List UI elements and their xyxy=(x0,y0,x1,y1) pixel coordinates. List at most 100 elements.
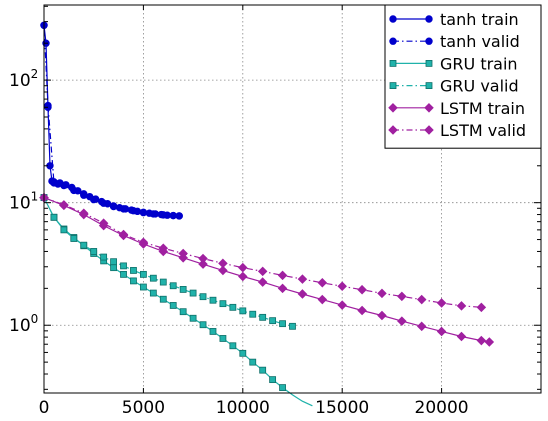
legend-entry-lstm-valid: LSTM valid xyxy=(388,121,526,140)
data-point-tanh-valid xyxy=(121,205,130,213)
data-point-gru-valid xyxy=(259,313,267,321)
legend-label: tanh train xyxy=(440,10,519,29)
y-tick-exponent: 2 xyxy=(31,67,39,81)
y-tick-base: 10 xyxy=(9,316,31,336)
data-point-lstm-valid xyxy=(476,302,487,313)
data-point-gru-valid xyxy=(199,293,207,301)
data-point-lstm-valid xyxy=(198,253,208,264)
data-point-lstm-valid xyxy=(138,237,149,248)
series-lstm-train xyxy=(39,192,495,347)
data-point-lstm-valid xyxy=(277,270,288,281)
legend-label: LSTM valid xyxy=(440,121,526,140)
data-point-gru-valid xyxy=(60,226,68,234)
data-point-gru-train xyxy=(229,342,237,350)
data-point-gru-train xyxy=(120,270,127,278)
legend-label: GRU valid xyxy=(440,77,519,96)
data-point-tanh-valid xyxy=(74,187,82,195)
data-point-tanh-valid xyxy=(68,183,76,192)
data-point-gru-valid xyxy=(100,253,108,261)
y-tick-base: 10 xyxy=(9,194,31,214)
data-point-gru-train xyxy=(189,314,197,322)
data-point-gru-valid xyxy=(70,235,78,242)
data-point-tanh-valid xyxy=(157,210,165,219)
y-tick-label: 100 xyxy=(9,312,38,336)
data-point-gru-train xyxy=(110,264,117,272)
y-tick-label: 102 xyxy=(9,67,38,91)
x-tick-label: 0 xyxy=(39,398,50,418)
series-tanh-valid xyxy=(40,21,183,220)
data-point-lstm-valid xyxy=(257,266,268,277)
data-point-lstm-valid xyxy=(297,274,308,284)
x-tick-label: 10000 xyxy=(216,398,270,418)
data-point-gru-valid xyxy=(189,289,197,297)
data-point-gru-valid xyxy=(130,267,137,274)
data-point-gru-valid xyxy=(80,241,88,249)
data-point-lstm-valid xyxy=(178,248,188,259)
data-point-gru-valid xyxy=(159,278,167,286)
legend-label: LSTM train xyxy=(440,99,525,118)
x-tick-label: 5000 xyxy=(122,398,165,418)
data-point-tanh-valid xyxy=(127,206,136,214)
data-point-tanh-valid xyxy=(80,190,88,198)
data-point-lstm-train xyxy=(218,265,228,276)
data-point-lstm-train xyxy=(476,335,487,346)
data-point-lstm-train xyxy=(377,310,387,321)
data-point-lstm-valid xyxy=(158,243,169,253)
y-tick-base: 10 xyxy=(9,71,31,91)
legend-label: GRU train xyxy=(440,54,518,73)
data-point-gru-train xyxy=(149,289,157,297)
legend-entry-gru-valid: GRU valid xyxy=(389,77,519,96)
data-point-lstm-valid xyxy=(357,284,367,295)
data-point-gru-train xyxy=(219,335,227,342)
series-line-gru-train xyxy=(43,197,313,407)
data-point-gru-train xyxy=(259,366,267,374)
data-point-lstm-valid xyxy=(337,281,347,292)
legend-marker xyxy=(388,125,398,135)
legend-entry-tanh-train: tanh train xyxy=(389,10,519,29)
data-point-tanh-valid xyxy=(151,210,160,218)
data-point-lstm-train xyxy=(436,326,447,337)
data-point-lstm-valid xyxy=(238,262,248,273)
data-point-gru-valid xyxy=(239,307,247,315)
data-point-gru-valid xyxy=(139,270,147,278)
x-tick-label: 20000 xyxy=(415,398,469,418)
data-point-gru-train xyxy=(279,384,286,391)
y-tick-exponent: 1 xyxy=(31,190,39,204)
legend-entry-lstm-train: LSTM train xyxy=(388,99,525,118)
data-point-gru-valid xyxy=(179,286,187,293)
plot-frame xyxy=(43,4,542,394)
data-point-gru-train xyxy=(139,283,147,291)
data-point-lstm-valid xyxy=(456,301,467,311)
data-point-tanh-valid xyxy=(115,203,124,212)
data-point-gru-train xyxy=(199,321,207,329)
data-point-lstm-valid xyxy=(98,218,109,228)
data-point-gru-train xyxy=(209,328,217,335)
data-point-lstm-train xyxy=(456,331,467,342)
data-point-lstm-valid xyxy=(59,200,69,210)
data-point-lstm-train xyxy=(277,283,288,294)
legend-marker xyxy=(424,125,434,135)
data-point-gru-valid xyxy=(120,262,127,270)
data-point-lstm-train xyxy=(357,305,367,316)
data-point-lstm-train xyxy=(257,277,268,287)
legend-marker xyxy=(389,82,397,89)
legend-marker xyxy=(425,37,433,45)
legend-entry-tanh-valid: tanh valid xyxy=(389,32,520,51)
data-point-lstm-train xyxy=(416,321,427,332)
data-point-gru-valid xyxy=(249,310,257,318)
legend-marker xyxy=(424,103,434,113)
data-point-lstm-valid xyxy=(317,278,328,288)
data-point-gru-valid xyxy=(110,258,117,266)
legend-marker xyxy=(388,103,398,113)
data-point-tanh-valid xyxy=(139,208,148,216)
legend-marker xyxy=(389,37,397,45)
data-point-tanh-valid xyxy=(145,209,154,217)
data-point-gru-train xyxy=(130,277,137,285)
y-tick-label: 101 xyxy=(9,190,38,214)
series-group xyxy=(39,21,495,407)
data-point-gru-valid xyxy=(269,317,277,325)
data-point-lstm-valid xyxy=(118,229,129,240)
data-point-gru-train xyxy=(169,302,177,309)
legend: tanh train tanh valid GRU train GRU valid LS… xyxy=(384,4,542,149)
